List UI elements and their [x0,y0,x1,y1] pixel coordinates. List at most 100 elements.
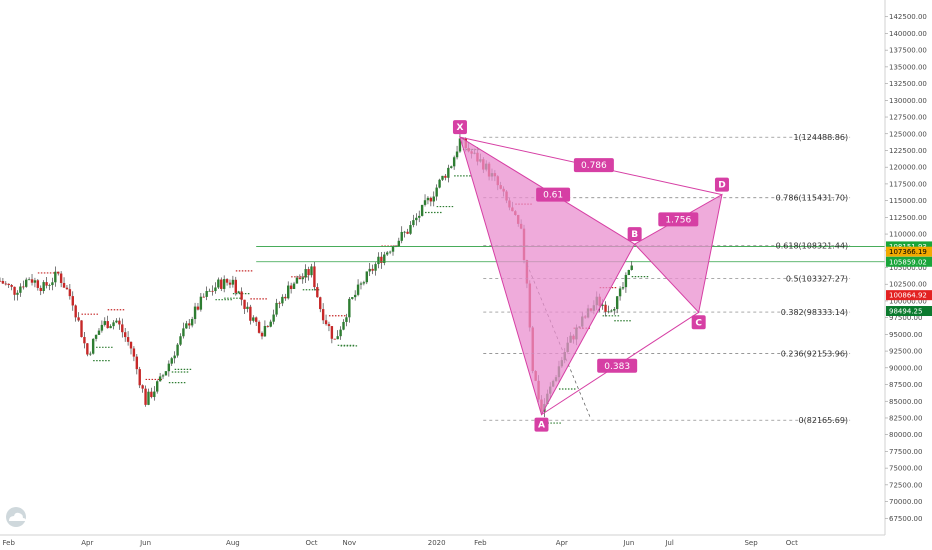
candle-body [150,391,153,398]
price-tag-label: 98494.25 [889,308,922,316]
time-tick-label: Aug [226,539,240,547]
candle-body [25,279,28,287]
price-tick-label: 135000.00 [889,63,927,71]
candle-body [298,277,302,280]
candle-body [62,282,66,288]
ratio-label-box [658,212,699,227]
candle-body [601,304,604,306]
pattern-point-box [714,177,729,192]
candle-body [319,297,322,310]
candle-body [68,289,72,297]
price-tick-label: 120000.00 [889,164,927,172]
candle-body [313,266,316,288]
candle-body [327,324,331,327]
price-tick-label: 112500.00 [889,214,927,222]
price-tick-label: 125000.00 [889,130,927,138]
candle-body [362,282,366,284]
ratio-label: 0.786 [581,161,607,171]
candle-body [365,271,369,283]
ratio-label-box [536,187,571,202]
pattern-point-label: C [695,318,702,328]
candle-body [391,246,395,252]
bcd-triangle [633,193,723,314]
candle-body [371,268,374,271]
candle-body [225,279,229,283]
price-axis[interactable]: 67500.00 70000.00 72500.00 75000.00 77500.00… [884,0,927,535]
price-tags-layer: 108151.93107366.19105859.02100864.929849… [886,241,932,317]
candle-body [254,317,258,322]
price-tick-label: 137500.00 [889,47,927,55]
ratio-label: 1.756 [665,215,691,225]
candle-body [607,311,610,313]
candle-body [336,336,339,340]
price-tick-label: 132500.00 [889,80,927,88]
time-axis[interactable]: Feb Apr Jun Aug Oct Nov 2020 Feb Apr Jun Jul Sep Oct [0,534,885,547]
candle-body [287,285,290,299]
candle-body [176,344,179,356]
pattern-point-label: B [631,230,638,240]
price-tag-label: 105859.02 [889,258,927,266]
price-tick-label: 92500.00 [889,348,922,356]
candle-body [624,274,628,288]
candle-body [86,343,89,355]
candle-body [74,305,77,318]
candle-body [359,283,363,285]
candle-body [196,306,200,310]
candle-body [205,290,208,297]
candle-body [123,332,127,338]
price-tick-label: 75000.00 [889,465,922,473]
price-tick-label: 102500.00 [889,281,927,289]
candle-body [412,220,415,226]
candle-body [100,324,104,331]
time-tick-label: Apr [81,539,93,547]
pattern-point-label: X [456,123,463,133]
candle-body [321,309,325,321]
price-tick-label: 140000.00 [889,30,927,38]
candle-body [22,286,25,288]
price-tick-label: 95000.00 [889,331,922,339]
candle-body [141,385,144,389]
candle-body [173,355,176,359]
candle-body [400,231,403,241]
ratio-label: 0.383 [604,362,630,372]
candle-body [185,323,188,329]
candle-body [630,265,633,270]
pattern-point-box [627,227,642,242]
tradingview-cloud-icon[interactable] [6,507,26,527]
candle-body [0,280,2,282]
candle-body [164,371,168,376]
candle-body [153,391,156,398]
candle-body [109,326,112,329]
price-tick-label: 122500.00 [889,147,927,155]
candle-body [409,225,412,234]
price-tick-label: 87500.00 [889,381,922,389]
price-tick-label: 90000.00 [889,364,922,372]
candle-body [432,196,435,202]
price-tick-label: 110000.00 [889,231,927,239]
candle-body [292,283,296,289]
candle-body [269,321,272,327]
candle-body [342,321,345,330]
price-tick-label: 70000.00 [889,498,922,506]
time-tick-label: Oct [305,539,317,547]
candle-body [406,231,409,234]
candle-body [167,363,171,372]
candle-body [228,282,232,285]
price-tick-label: 117500.00 [889,180,927,188]
candle-body [208,290,211,292]
candle-body [147,391,150,405]
candle-body [438,179,441,188]
candle-body [397,240,401,247]
candle-body [234,279,238,293]
candle-body [156,381,159,392]
pattern-point-box [452,120,467,135]
candle-body [374,264,377,271]
candle-body [330,326,334,339]
candle-body [243,299,246,309]
candle-body [83,337,86,344]
candle-body [272,314,275,322]
price-tick-label: 115000.00 [889,197,927,205]
candle-body [383,254,386,263]
candle-body [316,287,319,298]
